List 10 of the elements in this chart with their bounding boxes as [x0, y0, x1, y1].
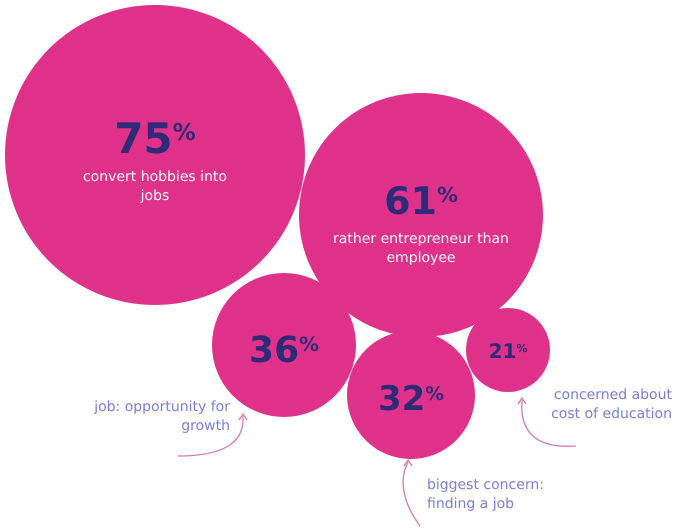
category-label: biggest concern: finding a job — [427, 477, 544, 512]
category-label: concerned about cost of education — [551, 387, 672, 422]
category-label: rather entrepreneur than employee — [333, 231, 509, 266]
data-label: 32$^{%}$ — [378, 379, 444, 419]
category-label: convert hobbies into jobs — [82, 169, 228, 204]
data-label: 36$^{%}$ — [249, 330, 320, 371]
category-label: job: opportunity for growth — [93, 399, 230, 434]
data-label: 61$^{%}$ — [384, 179, 458, 223]
data-label: 21$^{%}$ — [488, 339, 528, 363]
data-label: 75$^{%}$ — [114, 114, 196, 163]
